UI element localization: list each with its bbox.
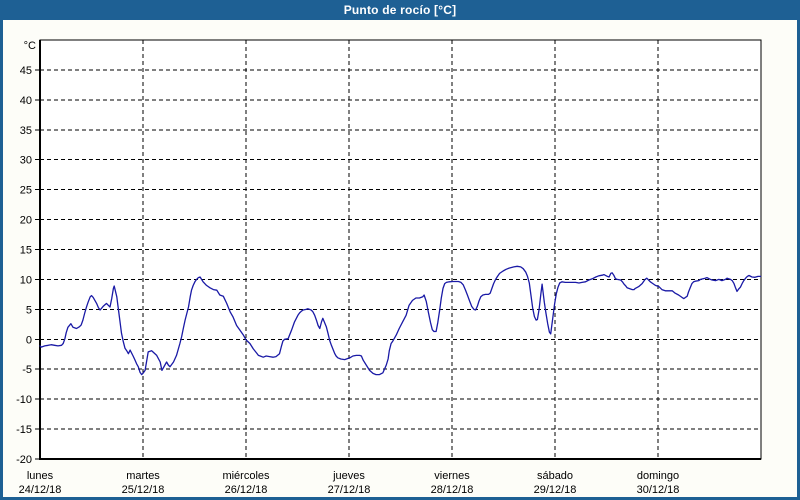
y-tick-label: 15 <box>20 245 32 257</box>
x-day-date-label: 26/12/18 <box>225 484 268 496</box>
x-day-name-label: jueves <box>332 470 365 482</box>
x-day-date-label: 24/12/18 <box>19 484 62 496</box>
y-tick-label: 0 <box>26 334 32 346</box>
x-day-date-label: 27/12/18 <box>328 484 371 496</box>
x-day-name-label: miércoles <box>222 470 270 482</box>
y-tick-label: -20 <box>16 454 32 466</box>
y-tick-label: 40 <box>20 95 32 107</box>
y-tick-label: 45 <box>20 65 32 77</box>
dewpoint-line <box>39 265 762 376</box>
y-tick-label: 20 <box>20 215 32 227</box>
x-day-date-label: 25/12/18 <box>122 484 165 496</box>
window-title: Punto de rocío [°C] <box>343 3 457 17</box>
chart-area: -20 -15 -10 -5 0 5 10 15 20 25 30 35 40 45 °C lunes 24/1… <box>3 20 797 497</box>
window-titlebar: Punto de rocío [°C] <box>3 0 797 20</box>
dewpoint-chart: -20 -15 -10 -5 0 5 10 15 20 25 30 35 40 45 °C lunes 24/1… <box>16 39 762 496</box>
x-day-date-label: 28/12/18 <box>431 484 474 496</box>
x-day-name-label: lunes <box>27 470 54 482</box>
y-tick-label: 10 <box>20 274 32 286</box>
x-day-date-label: 29/12/18 <box>534 484 577 496</box>
x-day-date-label: 30/12/18 <box>637 484 680 496</box>
y-unit-label: °C <box>24 40 36 52</box>
y-tick-label: 35 <box>20 125 32 137</box>
y-tick-label: -15 <box>16 424 32 436</box>
x-day-name-label: martes <box>126 470 160 482</box>
y-tick-label: 30 <box>20 155 32 167</box>
y-tick-label: 5 <box>26 304 32 316</box>
y-tick-label: 25 <box>20 185 32 197</box>
x-day-name-label: sábado <box>537 470 573 482</box>
x-day-name-label: viernes <box>434 470 470 482</box>
x-day-name-label: domingo <box>637 470 679 482</box>
y-tick-label: -10 <box>16 394 32 406</box>
y-tick-label: -5 <box>22 364 32 376</box>
